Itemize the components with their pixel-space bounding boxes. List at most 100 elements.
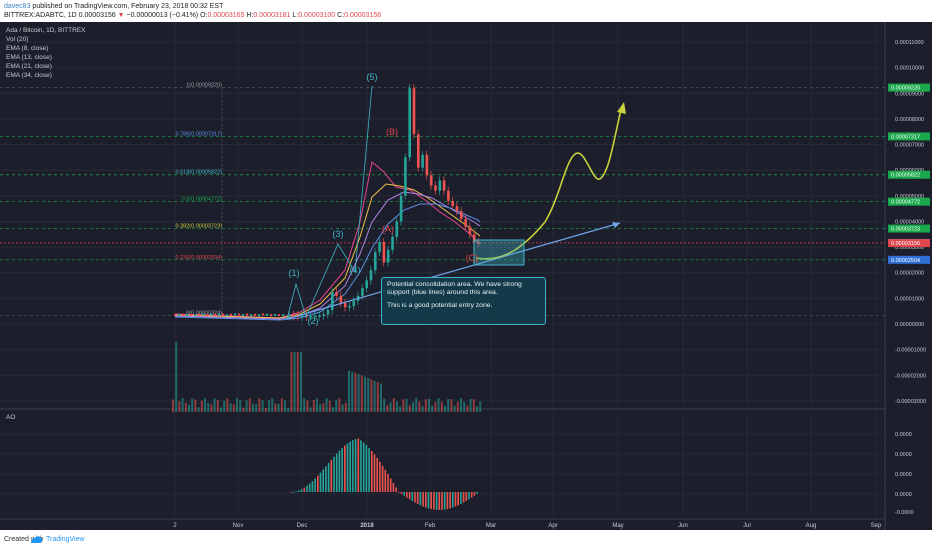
ao-bar	[358, 438, 360, 492]
volume-bar	[313, 400, 315, 412]
price-tag-label: 0.00003723	[891, 227, 920, 233]
ao-bar	[449, 492, 451, 508]
time-tick-label: Nov	[233, 523, 244, 529]
volume-bar	[431, 406, 433, 412]
legend-ema-8[interactable]: EMA (8, close)	[6, 44, 85, 53]
price-tag-label: 0.00005822	[891, 173, 920, 179]
candle	[322, 314, 325, 316]
volume-bar	[319, 404, 321, 412]
ao-bar	[441, 492, 443, 510]
volume-bar	[278, 404, 280, 412]
candle	[190, 314, 192, 316]
ao-tick-label: 0.0000	[895, 432, 912, 438]
price-axis[interactable]: 0.00011000 0.00010000 0.00009000 0.00008000…	[888, 40, 930, 405]
volume-bar	[463, 402, 465, 412]
candle	[439, 180, 442, 190]
volume-bar	[236, 398, 238, 412]
candle	[206, 314, 208, 316]
ao-bar	[455, 492, 457, 507]
legend-volume[interactable]: Vol (20)	[6, 35, 85, 44]
volume-bar	[447, 399, 449, 412]
volume-bar	[390, 402, 392, 412]
volume-bar	[303, 398, 305, 412]
footer: Created with TradingView	[0, 530, 932, 550]
time-tick-label: Apr	[548, 523, 557, 529]
ao-bar	[344, 446, 346, 492]
candle	[222, 314, 224, 316]
ao-bar	[360, 440, 362, 492]
candle	[234, 313, 236, 315]
candle	[186, 314, 188, 316]
volume-bar	[460, 398, 462, 412]
volume-bar	[441, 402, 443, 412]
volume-bar	[252, 403, 254, 412]
ao-bar	[444, 492, 446, 510]
legend-title[interactable]: Ada / Bitcoin, 1D, BITTREX	[6, 26, 85, 35]
candle	[282, 314, 284, 316]
volume-bar	[338, 398, 340, 412]
price-tag-label: 0.00003156	[891, 241, 920, 247]
fib-label: 1(0.00009220)	[186, 83, 222, 89]
ao-bar	[325, 466, 327, 492]
volume-bar	[479, 401, 481, 412]
volume-bar	[239, 400, 241, 412]
price-chart-svg[interactable]: 1(0.00009220) 0.786(0.00007317) 0.618(0.00…	[0, 22, 932, 530]
volume-bar	[258, 398, 260, 412]
candle	[353, 301, 356, 306]
candle	[262, 313, 264, 315]
candle	[331, 292, 334, 310]
candle	[288, 315, 291, 317]
candle	[254, 314, 256, 316]
candle	[417, 134, 420, 167]
candle	[404, 157, 407, 195]
time-tick-label: Dec	[297, 523, 308, 529]
volume-bar	[322, 403, 324, 412]
chart-area[interactable]: 1(0.00009220) 0.786(0.00007317) 0.618(0.00…	[0, 22, 932, 530]
legend-ema-21[interactable]: EMA (21, close)	[6, 62, 85, 71]
volume-bar	[268, 400, 270, 412]
volume-bar	[454, 406, 456, 412]
candle	[218, 314, 220, 316]
volume-bar	[310, 408, 312, 412]
volume-bar	[374, 381, 376, 412]
volume-bar	[335, 400, 337, 412]
volume-bar	[230, 403, 232, 412]
volume-bar	[473, 399, 475, 412]
price-tick-label: 0.00001000	[895, 296, 924, 302]
price-tick-label: -0.00003000	[895, 399, 926, 405]
price-tag-label: 0.00002504	[891, 258, 920, 264]
indicator-legend: Ada / Bitcoin, 1D, BITTREX Vol (20) EMA …	[6, 26, 85, 80]
candle	[250, 314, 252, 316]
volume-bar	[380, 384, 382, 412]
volume-bar	[418, 401, 420, 412]
time-tick-label: 2	[173, 523, 177, 529]
candle	[365, 280, 368, 288]
volume-bar	[284, 400, 286, 412]
volume-bar	[306, 400, 308, 412]
volume-bar	[425, 399, 427, 412]
price-tag-label: 0.00004772	[891, 200, 920, 206]
volume-bar	[214, 398, 216, 412]
time-axis[interactable]: 2 Nov Dec 2018 Feb Mar Apr May Jun Jul Aug Sep	[173, 523, 882, 529]
candle	[278, 314, 280, 316]
ao-bar	[374, 454, 376, 492]
ohlc-low-value: 0.00003100	[298, 12, 335, 19]
volume-bar	[434, 402, 436, 412]
candle	[469, 227, 472, 235]
legend-ema-34[interactable]: EMA (34, close)	[6, 71, 85, 80]
price-tick-label: 0.00008000	[895, 117, 924, 123]
tradingview-brand[interactable]: TradingView	[46, 536, 85, 543]
candle	[400, 196, 403, 222]
ao-bar	[322, 469, 324, 492]
volume-bar	[470, 399, 472, 412]
time-tick-label: Feb	[425, 523, 436, 529]
ao-bar	[460, 492, 462, 504]
ao-bar	[474, 492, 476, 496]
ao-bar	[317, 476, 319, 492]
volume-bar	[271, 398, 273, 412]
author-link[interactable]: davec83	[4, 3, 30, 10]
legend-ema-13[interactable]: EMA (13, close)	[6, 53, 85, 62]
consolidation-annotation[interactable]: Potential consolidation area. We have st…	[381, 277, 546, 325]
change-text: −0.00000013 (−0.41%)	[127, 12, 199, 19]
ohlc-close-value: 0.00003156	[344, 12, 381, 19]
